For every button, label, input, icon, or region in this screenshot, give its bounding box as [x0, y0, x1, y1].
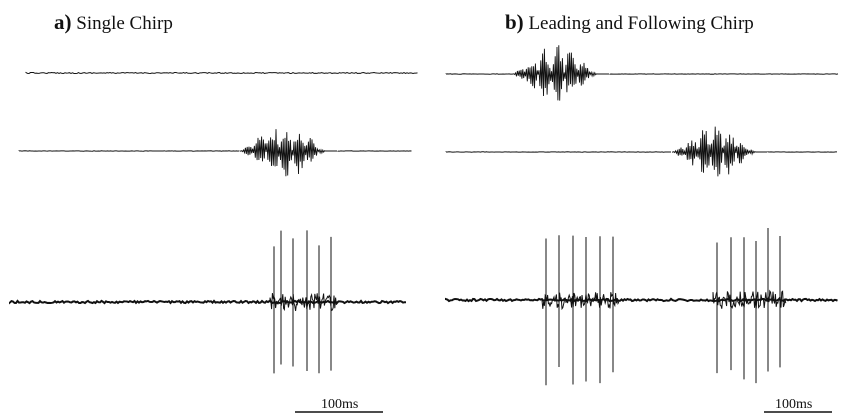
- panel-a-trace-3-baseline: [9, 299, 407, 305]
- panel-b-letter: b): [505, 10, 524, 34]
- panel-b-scale-bar-label: 100ms: [775, 397, 813, 412]
- panel-b-trace-3-group-2-burst: [712, 289, 787, 309]
- panel-a-scale-bar-label: 100ms: [321, 397, 359, 412]
- panel-b-trace-1-chirp: [511, 45, 610, 101]
- panel-a-trace-3-group-burst: [269, 292, 337, 312]
- panel-b-title-text: Leading and Following Chirp: [528, 13, 754, 34]
- panel-b-trace-3-group-1-burst: [541, 292, 620, 311]
- panel-a-trace-1: [25, 71, 418, 75]
- panel-a-trace-2-chirp: [239, 129, 338, 177]
- panel-a-title: a) Single Chirp: [54, 10, 173, 35]
- panel-b-trace-2-chirp: [671, 126, 768, 177]
- panel-a-letter: a): [54, 10, 72, 34]
- panel-b-title: b) Leading and Following Chirp: [505, 10, 754, 35]
- panel-a-title-text: Single Chirp: [76, 13, 173, 34]
